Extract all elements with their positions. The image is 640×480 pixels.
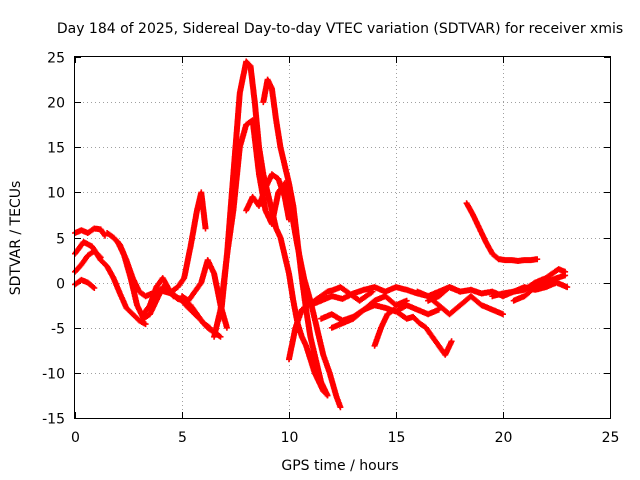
series-markers <box>114 239 177 322</box>
y-axis-label: SDTVAR / TECUs <box>8 181 24 296</box>
x-tick-label: 25 <box>602 430 620 446</box>
y-tick-label: 25 <box>47 51 65 67</box>
series-sat-u <box>463 200 541 264</box>
plot-frame <box>74 56 611 419</box>
x-axis-label: GPS time / hours <box>281 458 398 474</box>
series-markers <box>168 189 209 295</box>
y-tick-label: 5 <box>56 232 65 248</box>
x-tick-label: 5 <box>178 430 187 446</box>
series-markers <box>328 293 410 331</box>
axis-ticks: 0 5 10 15 20 25 -15 -10 -5 0 5 10 15 20 25 <box>42 51 619 447</box>
y-tick-label: 10 <box>47 186 65 202</box>
series-sat-w <box>510 272 569 304</box>
series-markers <box>371 306 455 358</box>
x-tick-label: 10 <box>281 430 299 446</box>
y-tick-label: 20 <box>47 96 65 112</box>
series-markers <box>414 288 506 318</box>
y-tick-label: -5 <box>51 322 65 338</box>
y-tick-label: -15 <box>42 412 65 428</box>
series-markers <box>243 171 292 223</box>
data-series <box>72 58 571 411</box>
chart-title: Day 184 of 2025, Sidereal Day-to-day VTE… <box>57 21 623 37</box>
series-markers <box>260 76 331 399</box>
series-sat-r <box>371 306 455 358</box>
series-sat-v <box>489 266 569 300</box>
series-markers <box>489 266 569 300</box>
x-tick-label: 0 <box>71 430 80 446</box>
series-sat-h <box>168 189 209 295</box>
x-tick-label: 15 <box>388 430 406 446</box>
x-tick-label: 20 <box>495 430 513 446</box>
series-sat-q <box>328 293 410 331</box>
y-tick-label: 15 <box>47 141 65 157</box>
series-sat-m <box>243 171 292 223</box>
series-markers <box>463 200 541 264</box>
y-tick-label: -10 <box>42 367 65 383</box>
series-sat-s <box>414 288 506 318</box>
y-tick-label: 0 <box>56 277 65 293</box>
series-sat-l <box>260 76 331 399</box>
series-markers <box>510 272 569 304</box>
series-sat-f <box>114 239 177 322</box>
